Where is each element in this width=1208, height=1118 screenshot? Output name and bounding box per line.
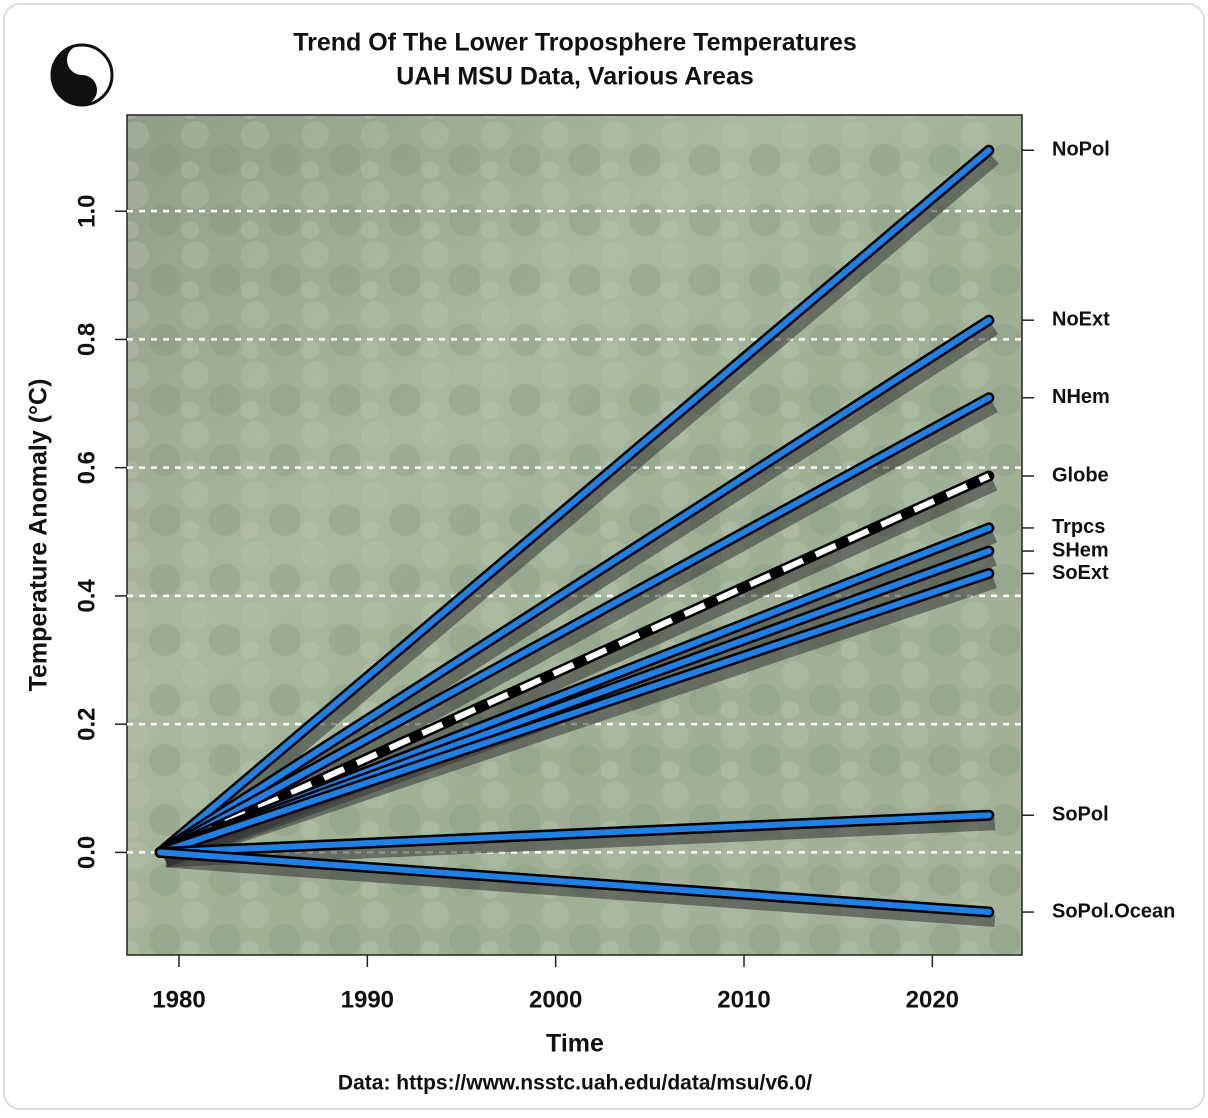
x-tick-label: 1990 xyxy=(341,986,394,1013)
y-tick-label: 0.2 xyxy=(73,707,100,740)
series-label: Globe xyxy=(1052,464,1109,486)
y-tick-label: 0.8 xyxy=(73,323,100,356)
series-line xyxy=(157,317,992,856)
y-tick-label: 0.4 xyxy=(73,579,100,613)
y-axis-title: Temperature Anomaly (°C) xyxy=(25,379,53,692)
series-line xyxy=(157,849,992,916)
series-label: NoPol xyxy=(1052,139,1110,161)
y-tick-label: 0.6 xyxy=(73,451,100,484)
x-tick-label: 1980 xyxy=(152,986,205,1013)
line-shadow xyxy=(165,818,996,868)
series-label: SoPol.Ocean xyxy=(1052,900,1175,922)
chart-title: Trend Of The Lower Troposphere Temperatu… xyxy=(293,29,857,57)
series-line xyxy=(157,812,992,856)
series-line xyxy=(157,147,992,856)
series-label: NoExt xyxy=(1052,308,1110,330)
x-tick-label: 2020 xyxy=(906,986,959,1013)
x-axis-title: Time xyxy=(546,1030,604,1058)
series-line xyxy=(158,473,991,856)
series-label: SoPol xyxy=(1052,803,1109,825)
series-label: NHem xyxy=(1052,386,1110,408)
y-tick-label: 0.0 xyxy=(73,836,100,869)
caption: Data: https://www.nsstc.uah.edu/data/msu… xyxy=(338,1072,812,1095)
series-line xyxy=(157,570,992,856)
x-tick-label: 2000 xyxy=(529,986,582,1013)
logo xyxy=(50,43,114,107)
series-line xyxy=(157,394,992,856)
series-label: SoExt xyxy=(1052,562,1109,584)
line-shadow xyxy=(165,855,996,928)
line-shadow xyxy=(164,576,997,868)
chart-subtitle: UAH MSU Data, Various Areas xyxy=(396,63,754,91)
series-label: Trpcs xyxy=(1052,516,1105,538)
x-tick-label: 2010 xyxy=(717,986,770,1013)
series-label: SHem xyxy=(1052,539,1109,561)
y-tick-label: 1.0 xyxy=(73,194,100,227)
line-shadow xyxy=(162,154,999,866)
plot-border xyxy=(126,114,1023,956)
